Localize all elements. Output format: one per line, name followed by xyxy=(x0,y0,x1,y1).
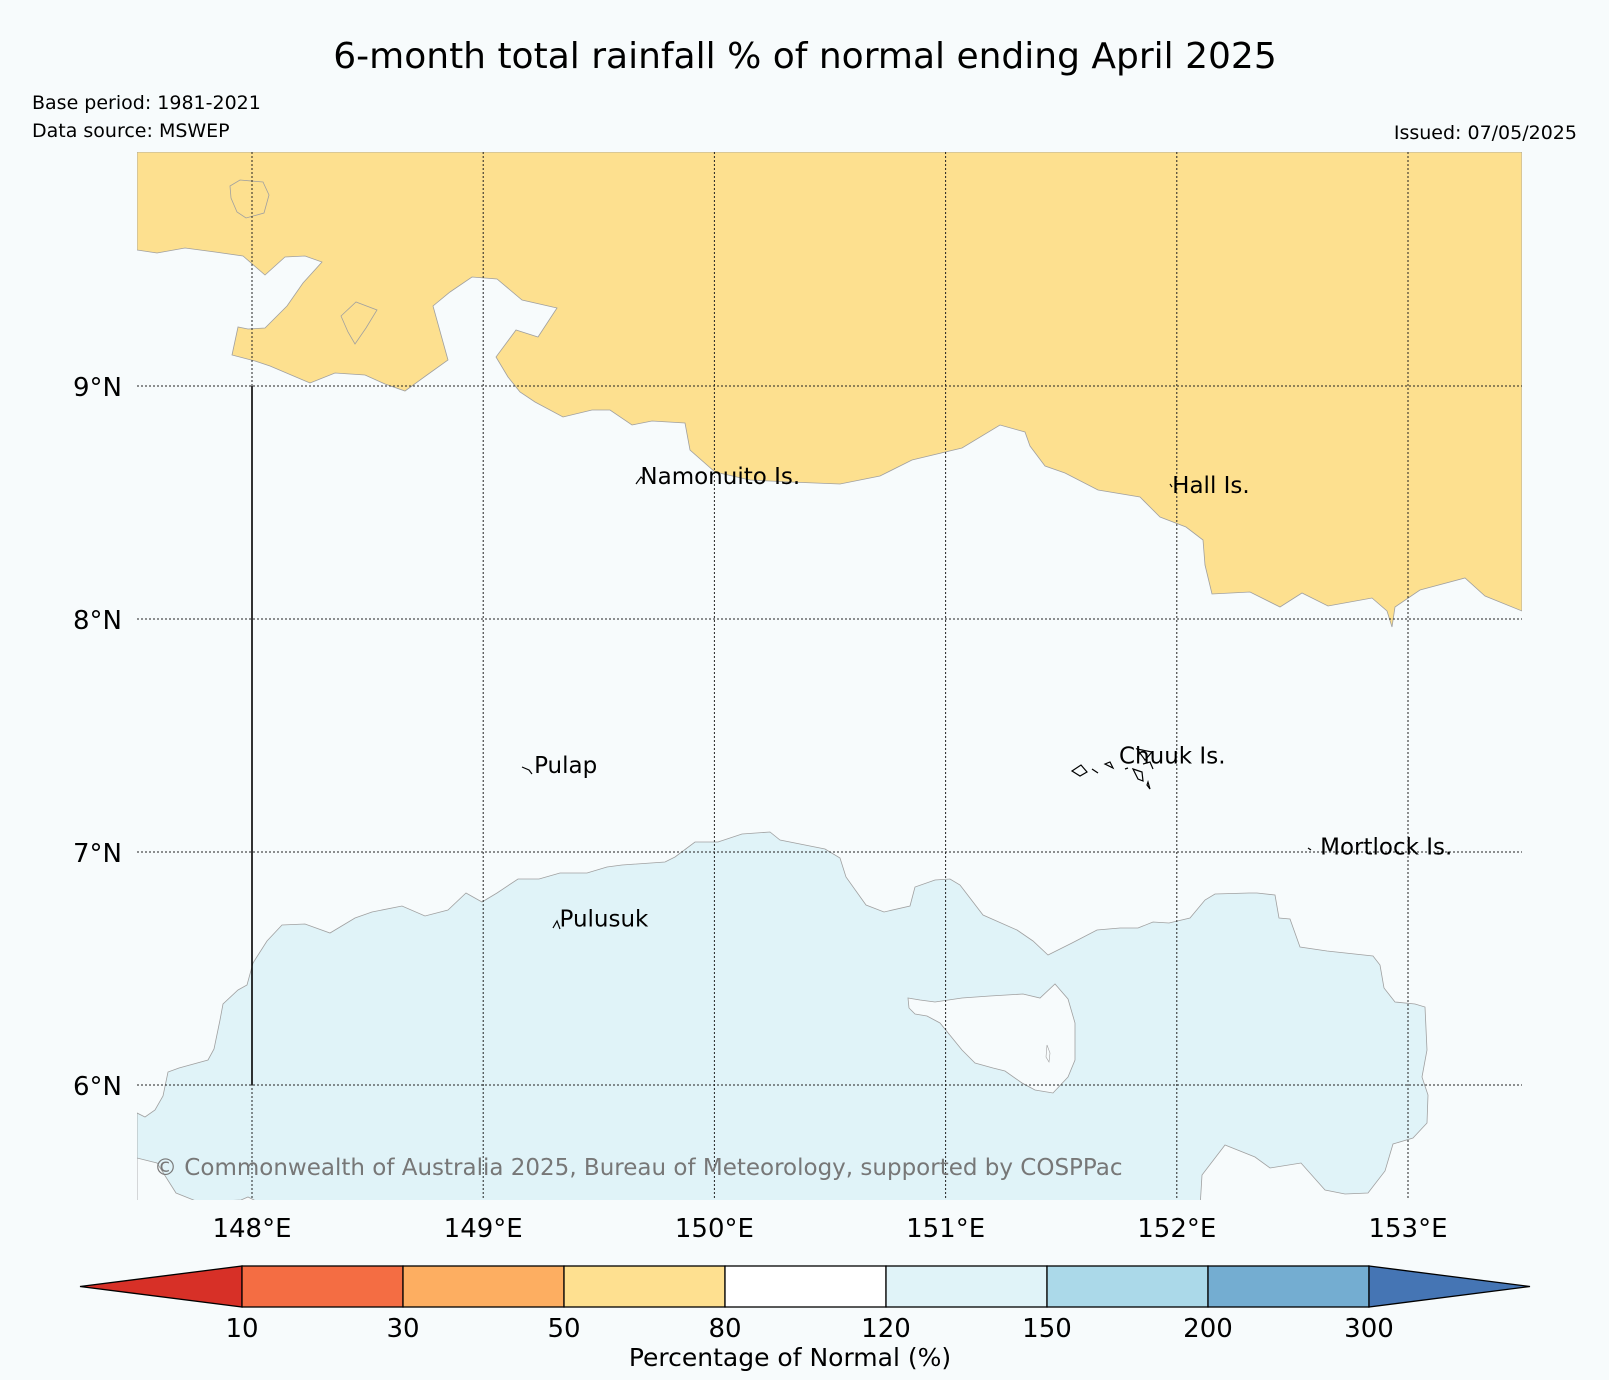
axis-tick-labels: 148°E 149°E 150°E 151°E 152°E 153°E 9°N 8°N 7°N 6… xyxy=(73,373,1448,1244)
colorbar-legend: 10 30 50 80 120 150 200 300 Percentage of Norma… xyxy=(79,1265,1531,1372)
lon-tick-label: 149°E xyxy=(444,1214,523,1244)
lon-tick-label: 148°E xyxy=(212,1214,291,1244)
colorbar-tick-label: 10 xyxy=(225,1314,258,1344)
figure-title: 6-month total rainfall % of normal endin… xyxy=(333,36,1276,77)
map-panel: Namonuito Is. Hall Is. Pulap Chuuk Is. Mortl… xyxy=(73,152,1522,1244)
colorbar-bin xyxy=(402,1265,565,1308)
lon-tick-label: 150°E xyxy=(675,1214,754,1244)
lat-tick-label: 8°N xyxy=(73,606,122,636)
island-label: Namonuito Is. xyxy=(640,464,800,490)
island-label: Hall Is. xyxy=(1172,473,1250,499)
lon-tick-label: 153°E xyxy=(1368,1214,1447,1244)
colorbar-tick-label: 150 xyxy=(1022,1314,1072,1344)
copyright-text: © Commonwealth of Australia 2025, Bureau… xyxy=(154,1155,1123,1181)
colorbar-tick-label: 200 xyxy=(1183,1314,1233,1344)
rainfall-contour-island xyxy=(1045,1044,1051,1063)
island-outlines xyxy=(521,476,1312,930)
colorbar-bin xyxy=(563,1265,726,1308)
colorbar-tick-label: 30 xyxy=(386,1314,419,1344)
lon-tick-label: 152°E xyxy=(1137,1214,1216,1244)
colorbar-bin xyxy=(724,1265,887,1308)
lat-tick-label: 7°N xyxy=(73,839,122,869)
island-label: Chuuk Is. xyxy=(1119,743,1226,769)
rainfall-zone-50-80 xyxy=(137,152,1522,628)
colorbar-tick-label: 80 xyxy=(708,1314,741,1344)
colorbar-label: Percentage of Normal (%) xyxy=(629,1343,951,1372)
colorbar-bin xyxy=(885,1265,1048,1308)
colorbar-bin xyxy=(1046,1265,1209,1308)
colorbar-tick-label: 120 xyxy=(861,1314,911,1344)
lat-tick-label: 6°N xyxy=(73,1072,122,1102)
colorbar-bin xyxy=(1207,1265,1370,1308)
issued-date-text: Issued: 07/05/2025 xyxy=(1394,122,1577,144)
rainfall-zone-120-150 xyxy=(137,831,1429,1200)
island-label: Pulap xyxy=(534,753,597,779)
island-label: Pulusuk xyxy=(559,907,649,933)
lon-tick-label: 151°E xyxy=(906,1214,985,1244)
data-source-text: Data source: MSWEP xyxy=(32,120,230,142)
island-label: Mortlock Is. xyxy=(1320,834,1452,860)
island-labels: Namonuito Is. Hall Is. Pulap Chuuk Is. Mortl… xyxy=(534,464,1452,933)
colorbar-tick-label: 300 xyxy=(1344,1314,1394,1344)
base-period-text: Base period: 1981-2021 xyxy=(32,92,261,114)
colorbar-extend-low xyxy=(79,1265,243,1308)
colorbar-extend-high xyxy=(1368,1265,1531,1308)
colorbar-tick-label: 50 xyxy=(547,1314,580,1344)
lat-tick-label: 9°N xyxy=(73,373,122,403)
colorbar-bin xyxy=(241,1265,404,1308)
